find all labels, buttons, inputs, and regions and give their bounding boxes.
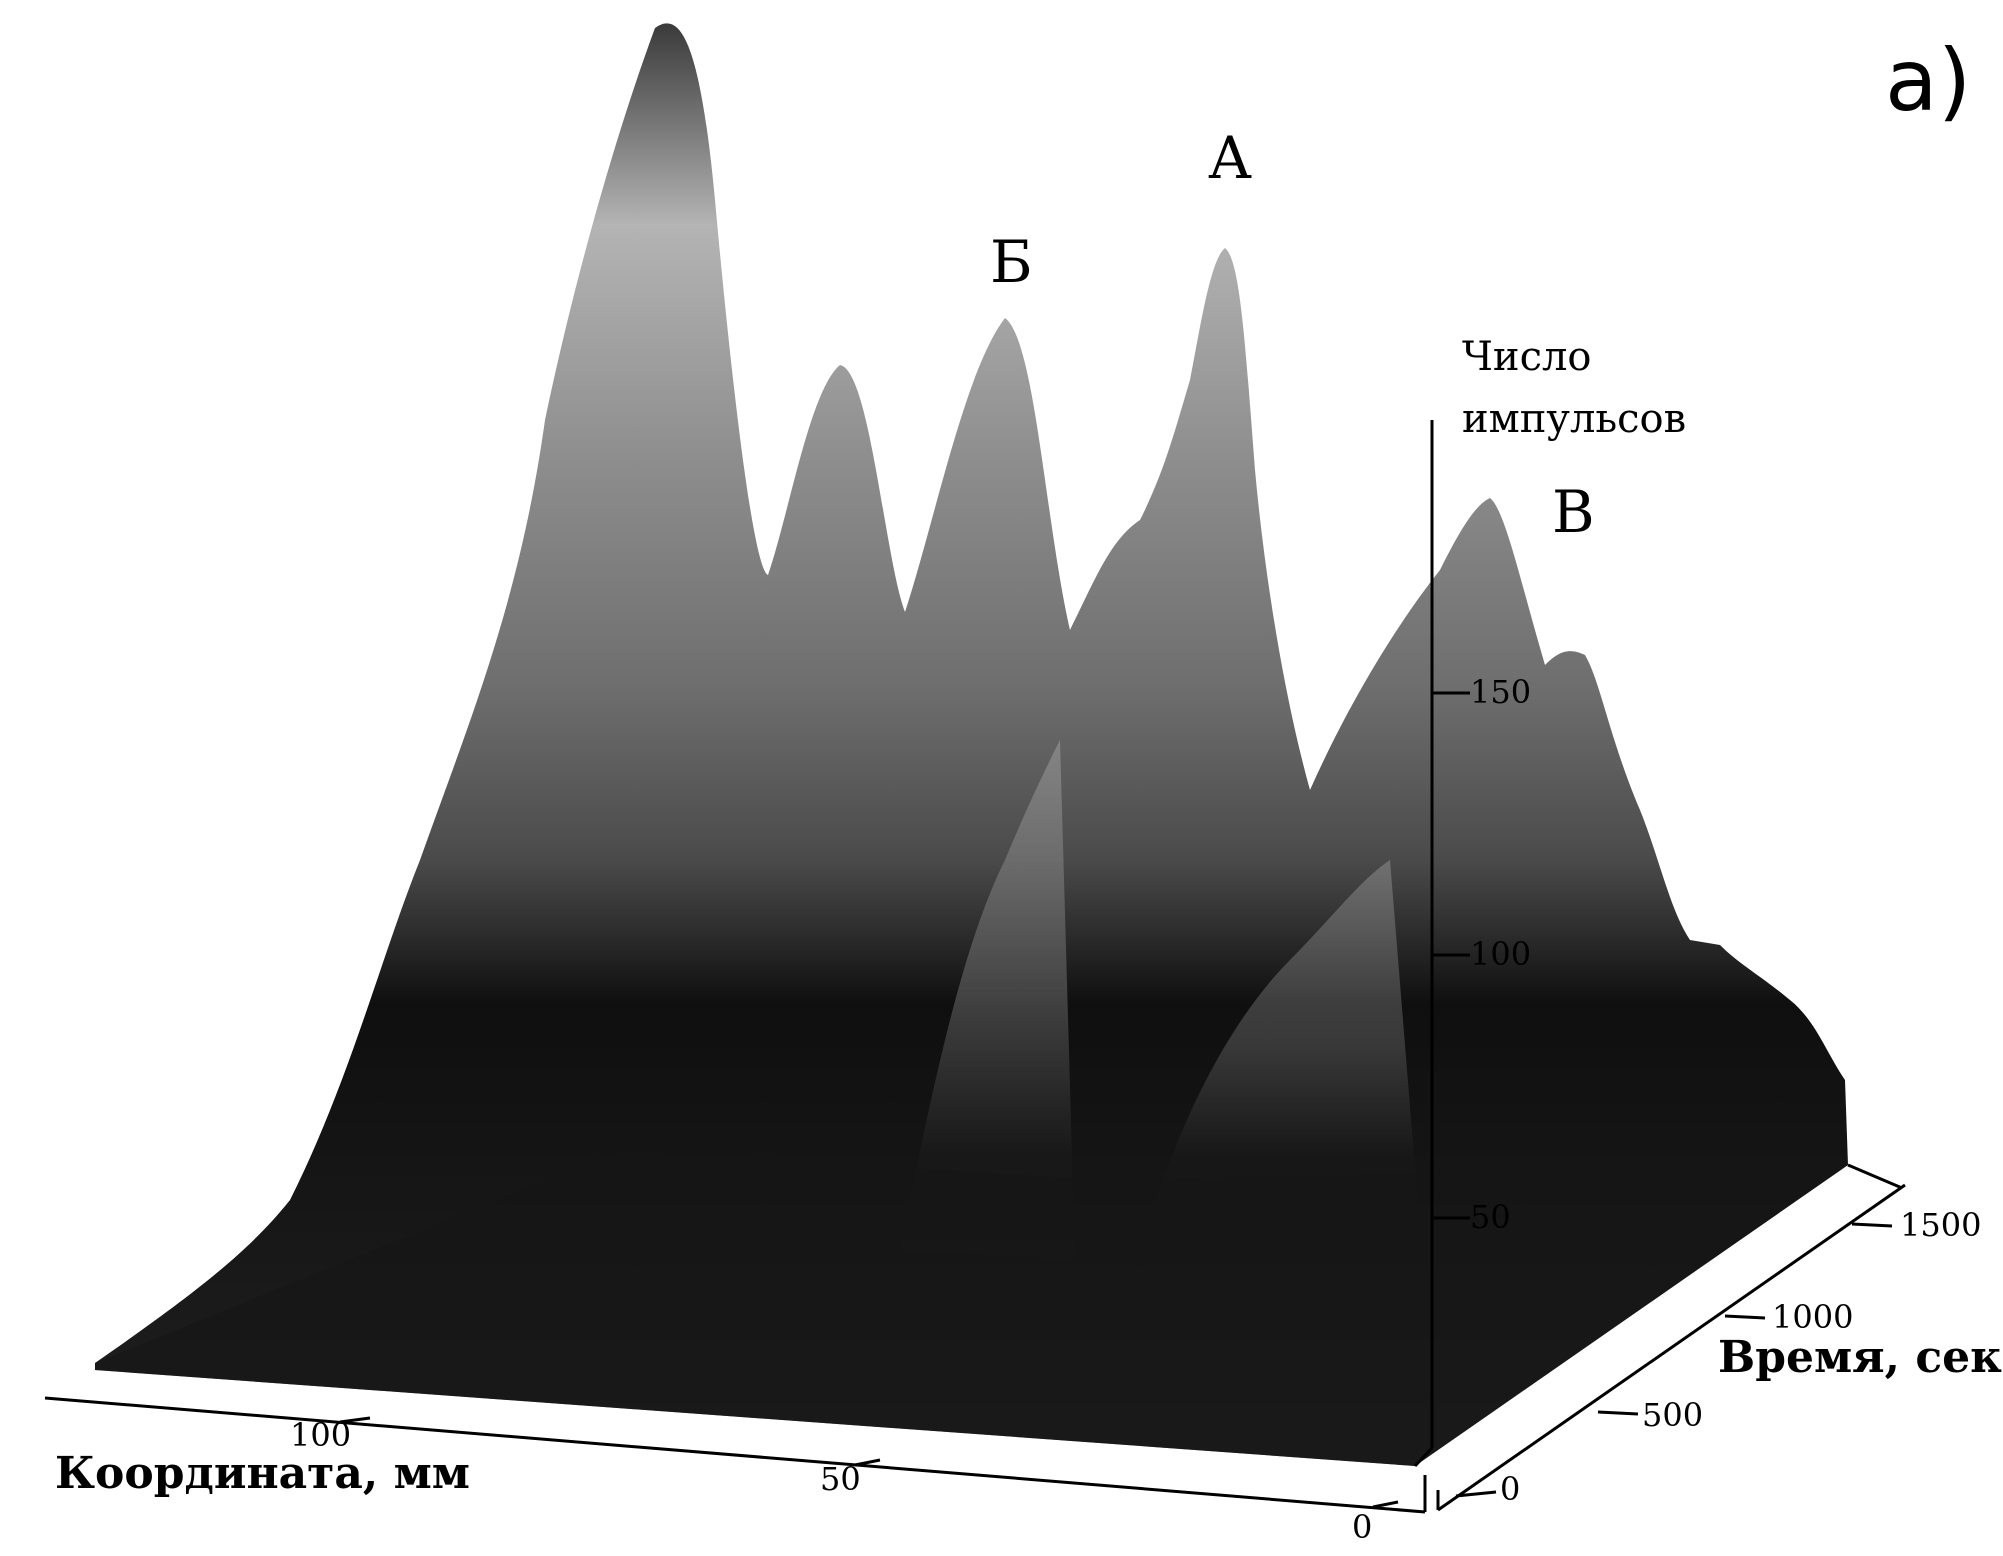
z-axis-title-line2: импульсов bbox=[1462, 396, 1686, 442]
z-tick-label: 150 bbox=[1470, 673, 1531, 711]
x-tick-mark bbox=[1372, 1500, 1399, 1509]
y-tick-mark bbox=[1851, 1222, 1893, 1228]
x-tick-label: 0 bbox=[1352, 1508, 1372, 1546]
y-tick-label: 500 bbox=[1642, 1396, 1703, 1434]
z-axis-title-line1: Число bbox=[1462, 334, 1591, 380]
x-tick-mark bbox=[339, 1416, 371, 1424]
base-right-edge bbox=[1847, 1163, 1903, 1190]
surface-floor bbox=[95, 1150, 1848, 1466]
y-tick-label: 1500 bbox=[1900, 1206, 1981, 1244]
panel-label: a) bbox=[1885, 31, 1971, 131]
z-tick-label: 100 bbox=[1470, 935, 1531, 973]
y-tick-mark bbox=[1455, 1490, 1497, 1498]
y-tick-mark bbox=[1724, 1314, 1766, 1320]
z-axis-foot bbox=[1413, 1446, 1434, 1468]
surface-ridge bbox=[900, 740, 1075, 1260]
surface-ridge bbox=[1150, 860, 1420, 1230]
peak-label-v: В bbox=[1552, 478, 1595, 546]
peak-label-b: Б bbox=[990, 228, 1033, 296]
x-tick-label: 50 bbox=[820, 1460, 861, 1498]
y-tick-label: 0 bbox=[1500, 1470, 1520, 1508]
y-tick-label: 1000 bbox=[1772, 1298, 1853, 1336]
x-tick-mark bbox=[854, 1458, 881, 1467]
y-axis-line bbox=[1437, 1183, 1906, 1512]
x-tick-label: 100 bbox=[290, 1416, 351, 1454]
x-axis-title: Координата, мм bbox=[55, 1448, 470, 1499]
y-axis-title: Время, сек bbox=[1718, 1332, 2002, 1383]
peak-label-a: А bbox=[1208, 124, 1252, 192]
y-tick-mark bbox=[1597, 1410, 1639, 1416]
z-tick-label: 50 bbox=[1470, 1198, 1511, 1236]
x-axis-line bbox=[44, 1396, 1426, 1514]
